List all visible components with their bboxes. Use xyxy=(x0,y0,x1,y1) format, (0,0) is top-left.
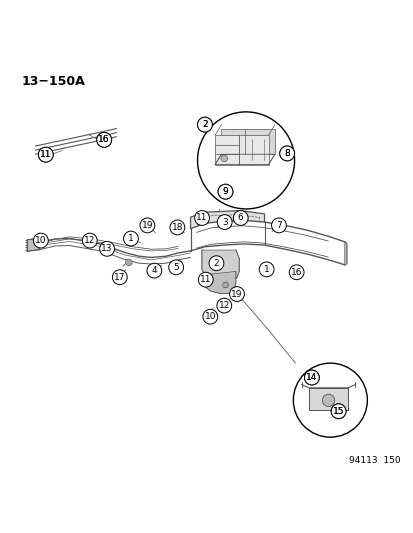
Text: 7: 7 xyxy=(275,221,281,230)
Circle shape xyxy=(304,370,318,385)
Circle shape xyxy=(216,298,231,313)
Circle shape xyxy=(97,132,112,147)
Text: 8: 8 xyxy=(284,149,290,158)
Polygon shape xyxy=(308,388,347,410)
Circle shape xyxy=(38,147,53,162)
Circle shape xyxy=(100,241,114,256)
Circle shape xyxy=(197,112,294,209)
Circle shape xyxy=(194,211,209,225)
Circle shape xyxy=(33,233,48,248)
Text: 18: 18 xyxy=(171,223,183,232)
Circle shape xyxy=(198,272,213,287)
Circle shape xyxy=(289,265,303,280)
Circle shape xyxy=(218,184,233,199)
Circle shape xyxy=(279,146,294,161)
Text: 11: 11 xyxy=(40,150,52,159)
Text: 19: 19 xyxy=(141,221,153,230)
Text: 3: 3 xyxy=(221,217,227,227)
Polygon shape xyxy=(190,211,264,229)
Text: 5: 5 xyxy=(173,263,178,272)
Text: 10: 10 xyxy=(204,312,216,321)
Circle shape xyxy=(147,263,161,278)
Text: 14: 14 xyxy=(306,373,317,382)
Text: 11: 11 xyxy=(199,275,211,284)
Circle shape xyxy=(217,215,232,230)
Text: 9: 9 xyxy=(222,187,228,196)
Text: 10: 10 xyxy=(35,236,47,245)
Circle shape xyxy=(222,282,228,288)
Text: 11: 11 xyxy=(196,214,207,222)
Text: 14: 14 xyxy=(306,373,317,382)
Circle shape xyxy=(259,262,273,277)
Circle shape xyxy=(197,117,212,132)
Circle shape xyxy=(169,260,183,274)
Text: 2: 2 xyxy=(202,120,207,129)
Text: 15: 15 xyxy=(332,407,344,416)
Text: 12: 12 xyxy=(84,236,95,245)
Circle shape xyxy=(279,146,294,161)
Polygon shape xyxy=(215,135,268,165)
Circle shape xyxy=(330,404,345,418)
Circle shape xyxy=(97,132,112,147)
Text: 94113  150: 94113 150 xyxy=(348,456,399,465)
Polygon shape xyxy=(344,242,346,265)
Circle shape xyxy=(38,147,53,162)
Circle shape xyxy=(233,211,247,225)
Text: 15: 15 xyxy=(332,407,344,416)
Polygon shape xyxy=(205,271,235,294)
Polygon shape xyxy=(202,250,238,282)
Circle shape xyxy=(304,370,318,385)
Text: 2: 2 xyxy=(213,259,219,268)
Text: 16: 16 xyxy=(98,135,110,144)
Circle shape xyxy=(206,279,211,285)
Circle shape xyxy=(293,363,366,437)
Circle shape xyxy=(170,220,184,235)
Text: 16: 16 xyxy=(98,135,110,144)
Circle shape xyxy=(202,309,217,324)
Text: 6: 6 xyxy=(237,214,243,222)
Text: 13: 13 xyxy=(101,244,113,253)
Text: 12: 12 xyxy=(218,301,229,310)
Circle shape xyxy=(140,218,154,233)
Circle shape xyxy=(123,231,138,246)
Circle shape xyxy=(82,233,97,248)
Circle shape xyxy=(229,287,244,302)
Circle shape xyxy=(112,270,127,285)
Circle shape xyxy=(271,218,286,233)
Circle shape xyxy=(330,404,345,418)
Text: 9: 9 xyxy=(222,187,228,196)
Polygon shape xyxy=(221,129,274,154)
Text: 2: 2 xyxy=(202,120,207,129)
Text: 11: 11 xyxy=(40,150,52,159)
Text: 13−150A: 13−150A xyxy=(22,75,85,88)
Text: 8: 8 xyxy=(284,149,290,158)
Circle shape xyxy=(197,117,212,132)
Circle shape xyxy=(221,155,227,161)
Circle shape xyxy=(218,184,233,199)
Circle shape xyxy=(125,259,132,265)
Text: 16: 16 xyxy=(290,268,301,277)
Text: 4: 4 xyxy=(151,266,157,275)
Circle shape xyxy=(322,394,334,407)
Circle shape xyxy=(209,256,223,271)
Text: 1: 1 xyxy=(128,234,133,243)
Polygon shape xyxy=(27,238,39,251)
Text: 19: 19 xyxy=(231,289,242,298)
Text: 17: 17 xyxy=(114,273,125,282)
Text: 1: 1 xyxy=(263,265,269,274)
